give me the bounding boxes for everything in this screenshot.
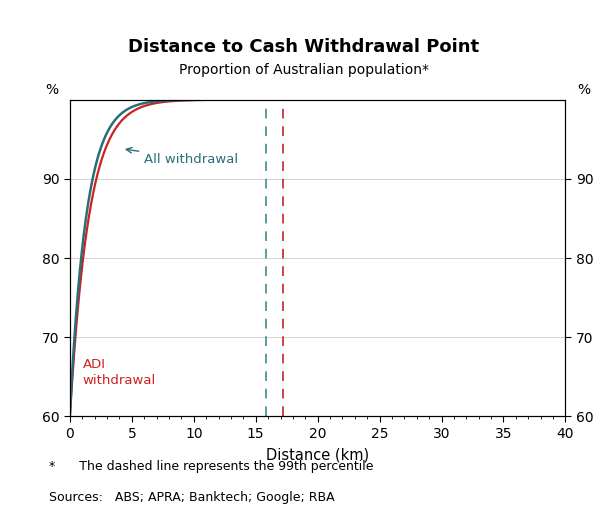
Text: Sources:   ABS; APRA; Banktech; Google; RBA: Sources: ABS; APRA; Banktech; Google; RB…: [49, 491, 334, 503]
Text: All withdrawal: All withdrawal: [126, 148, 238, 166]
Text: %: %: [577, 83, 590, 97]
Text: ADI
withdrawal: ADI withdrawal: [83, 358, 156, 387]
Text: *      The dashed line represents the 99th percentile: * The dashed line represents the 99th pe…: [49, 460, 373, 473]
Text: %: %: [45, 83, 58, 97]
Text: Distance to Cash Withdrawal Point: Distance to Cash Withdrawal Point: [128, 38, 480, 56]
X-axis label: Distance (km): Distance (km): [266, 448, 369, 463]
Text: Proportion of Australian population*: Proportion of Australian population*: [179, 63, 429, 77]
